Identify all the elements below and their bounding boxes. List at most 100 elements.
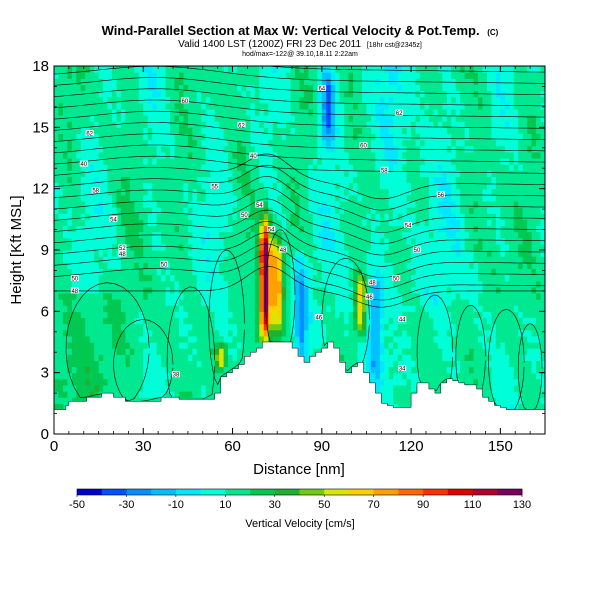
velocity-cell <box>112 323 118 331</box>
velocity-cell <box>54 200 60 208</box>
velocity-cell <box>335 225 341 233</box>
velocity-cell <box>219 170 225 177</box>
velocity-cell <box>152 329 158 337</box>
velocity-cell <box>303 151 310 159</box>
velocity-cell <box>205 102 211 110</box>
velocity-cell <box>134 182 140 190</box>
velocity-cell <box>326 108 332 116</box>
velocity-cell <box>170 262 176 269</box>
velocity-cell <box>411 305 417 312</box>
velocity-cell <box>116 139 122 147</box>
velocity-cell <box>147 72 153 79</box>
velocity-cell <box>384 243 390 251</box>
velocity-cell <box>89 274 95 282</box>
velocity-cell <box>393 299 399 306</box>
velocity-cell <box>420 274 426 282</box>
velocity-cell <box>286 127 292 135</box>
velocity-cell <box>268 158 274 165</box>
velocity-cell <box>370 90 376 98</box>
velocity-cell <box>286 158 292 165</box>
velocity-cell <box>411 372 417 380</box>
velocity-cell <box>80 243 86 251</box>
velocity-cell <box>192 90 198 98</box>
velocity-cell <box>223 66 229 73</box>
velocity-cell <box>67 262 73 269</box>
velocity-cell <box>424 348 430 355</box>
velocity-cell <box>379 311 385 319</box>
velocity-cell <box>446 335 452 343</box>
velocity-cell <box>478 335 484 343</box>
velocity-cell <box>366 342 372 349</box>
velocity-cell <box>478 268 484 276</box>
velocity-cell <box>223 329 229 337</box>
velocity-cell <box>58 323 64 331</box>
velocity-cell <box>397 158 403 165</box>
velocity-cell <box>232 243 238 251</box>
velocity-cell <box>138 366 144 374</box>
velocity-cell <box>259 182 265 190</box>
velocity-cell <box>357 158 363 165</box>
velocity-cell <box>120 78 127 85</box>
velocity-cell <box>388 207 394 214</box>
velocity-cell <box>424 151 430 159</box>
velocity-cell <box>228 262 234 269</box>
velocity-cell <box>478 305 484 312</box>
velocity-cell <box>464 335 470 343</box>
velocity-cell <box>344 354 350 361</box>
velocity-cell <box>219 237 225 245</box>
velocity-cell <box>353 84 359 92</box>
velocity-cell <box>214 188 220 196</box>
velocity-cell <box>219 115 225 122</box>
velocity-cell <box>58 243 64 251</box>
velocity-cell <box>129 378 135 386</box>
velocity-cell <box>330 121 336 128</box>
velocity-cell <box>89 194 95 202</box>
velocity-cell <box>393 280 399 288</box>
velocity-cell <box>76 108 82 116</box>
velocity-cell <box>437 66 443 73</box>
velocity-cell <box>138 243 144 251</box>
velocity-cell <box>272 66 278 73</box>
velocity-cell <box>259 268 265 276</box>
velocity-cell <box>433 280 439 288</box>
velocity-cell <box>344 102 350 110</box>
velocity-cell <box>147 194 153 202</box>
velocity-cell <box>348 299 354 306</box>
velocity-cell <box>361 317 368 325</box>
velocity-cell <box>446 207 452 214</box>
velocity-cell <box>299 286 305 294</box>
velocity-cell <box>214 139 220 147</box>
velocity-cell <box>415 102 421 110</box>
velocity-cell <box>433 342 439 349</box>
velocity-cell <box>375 207 381 214</box>
velocity-cell <box>420 231 426 239</box>
velocity-cell <box>473 329 479 337</box>
velocity-cell <box>156 323 162 331</box>
velocity-cell <box>80 335 86 343</box>
velocity-cell <box>205 108 211 116</box>
velocity-cell <box>174 231 180 239</box>
velocity-cell <box>85 335 91 343</box>
velocity-cell <box>370 127 376 135</box>
velocity-cell <box>375 311 381 319</box>
velocity-cell <box>335 262 341 269</box>
velocity-cell <box>125 127 131 135</box>
velocity-cell <box>357 72 363 79</box>
velocity-cell <box>375 170 381 177</box>
velocity-cell <box>312 317 318 325</box>
velocity-cell <box>361 250 368 257</box>
chart-title: Wind-Parallel Section at Max W: Vertical… <box>102 23 499 38</box>
velocity-cell <box>321 158 327 165</box>
velocity-cell <box>170 151 176 159</box>
velocity-cell <box>120 207 127 214</box>
velocity-cell <box>290 66 296 73</box>
velocity-cell <box>393 115 399 122</box>
velocity-cell <box>286 96 292 104</box>
velocity-cell <box>223 348 229 355</box>
velocity-cell <box>196 311 202 319</box>
velocity-cell <box>161 323 167 331</box>
velocity-cell <box>187 90 193 98</box>
velocity-cell <box>375 133 381 141</box>
velocity-cell <box>344 194 350 202</box>
velocity-cell <box>335 274 341 282</box>
